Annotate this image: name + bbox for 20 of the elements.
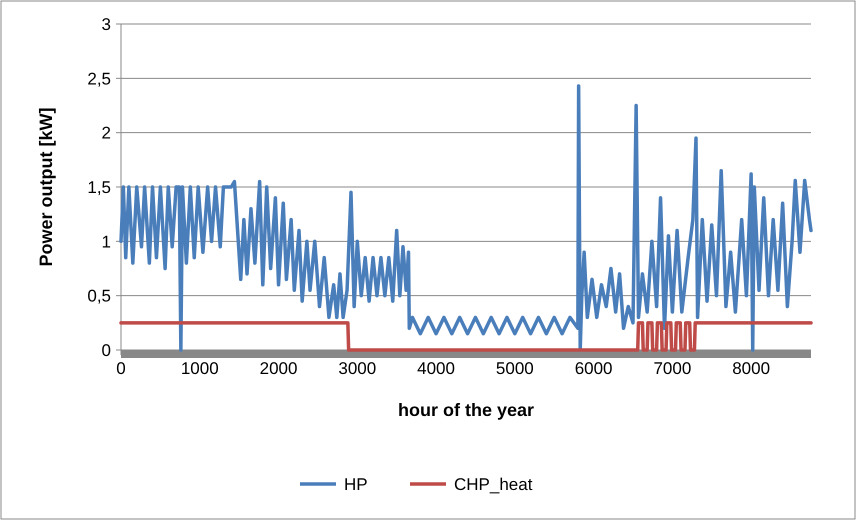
y-tick-label: 0,5 <box>87 286 111 306</box>
x-tick-label: 5000 <box>496 359 534 378</box>
y-tick-label: 0 <box>102 340 111 360</box>
y-tick-label: 1 <box>102 232 111 252</box>
legend-label: HP <box>344 474 368 494</box>
y-tick-label: 2,5 <box>87 69 111 88</box>
legend-label: CHP_heat <box>454 474 533 494</box>
y-tick-label: 2 <box>102 124 111 143</box>
x-tick-label: 8000 <box>732 359 770 378</box>
y-axis-title: Power output [kW] <box>36 108 56 266</box>
y-tick-label: 3 <box>102 14 111 34</box>
x-tick-label: 6000 <box>574 359 613 378</box>
x-tick-label: 4000 <box>417 359 455 378</box>
x-tick-label: 1000 <box>180 359 219 378</box>
x-axis-title: hour of the year <box>398 400 534 420</box>
x-tick-label: 2000 <box>260 359 298 378</box>
x-tick-label: 7000 <box>653 359 692 378</box>
y-tick-label: 1,5 <box>87 178 111 197</box>
x-tick-label: 0 <box>116 359 126 378</box>
x-tick-label: 3000 <box>338 359 376 378</box>
